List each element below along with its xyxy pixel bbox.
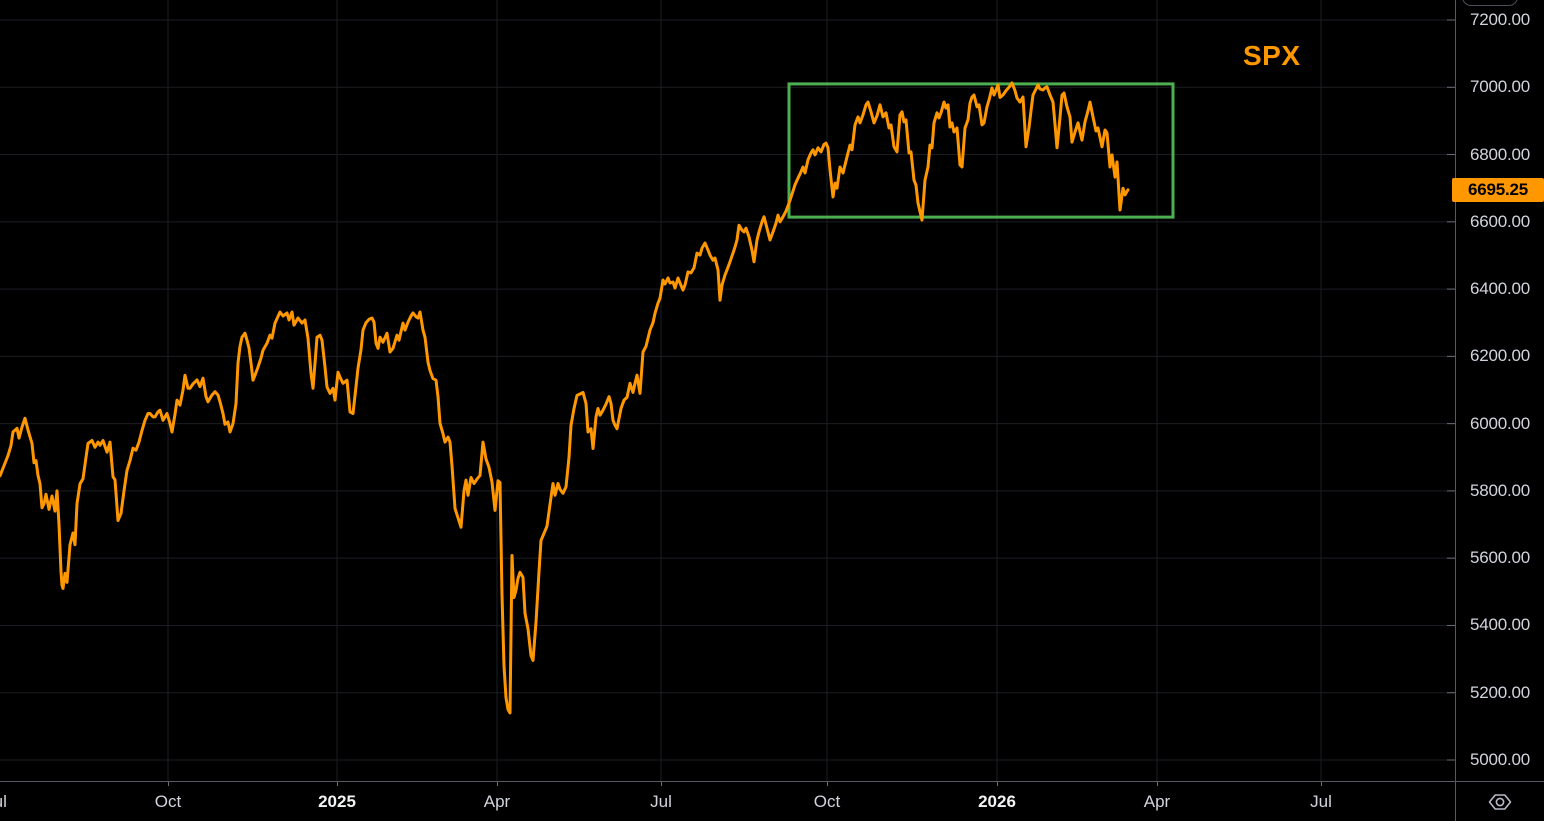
price-axis[interactable]: 6695.25 7200.00 7000.00 6800.00 6600.00 6400… [1452,0,1544,781]
price-axis-label: 5400.00 [1469,615,1531,635]
time-edge-tick [497,782,498,786]
price-axis-label: 5600.00 [1469,548,1531,568]
time-edge-tick [1321,782,1322,786]
eye-icon[interactable] [1488,792,1512,812]
time-edge-tick [168,782,169,786]
time-axis-label: 2025 [318,792,356,811]
time-axis-label: Jul [1310,792,1332,811]
price-axis-label: 6400.00 [1469,279,1531,299]
price-axis-label: 6000.00 [1469,413,1531,433]
time-axis-label: Jul [650,792,672,811]
chart-canvas [0,0,1455,781]
time-axis[interactable]: Jul Oct 2025 Apr Jul Oct 2026 Apr Jul [0,782,1455,821]
price-axis-label: 5800.00 [1469,480,1531,500]
price-axis-separator [1455,0,1456,821]
price-line-SPX[interactable] [0,81,1130,715]
time-axis-label: Oct [813,792,841,811]
time-axis-label: Apr [1143,792,1171,811]
time-edge-tick [1157,782,1158,786]
time-axis-label: Oct [154,792,182,811]
time-axis-label: 2026 [978,792,1016,811]
time-edge-tick [661,782,662,786]
price-axis-label: 6600.00 [1469,211,1531,231]
price-axis-label: 5000.00 [1469,750,1531,769]
time-axis-label: Jul [0,792,7,811]
time-axis-label: Apr [483,792,511,811]
price-axis-label: 7200.00 [1469,10,1531,29]
price-axis-label: 6800.00 [1469,144,1531,164]
price-axis-label: 5200.00 [1469,682,1531,702]
time-edge-tick [827,782,828,786]
axis-scroll-handle[interactable] [1462,0,1518,6]
time-axis-separator [0,781,1544,782]
annotation-rectangle[interactable] [787,82,1175,219]
axis-corner [1456,782,1544,821]
time-edge-tick [997,782,998,786]
price-axis-label: 7000.00 [1469,77,1531,97]
time-edge-tick [337,782,338,786]
symbol-watermark: SPX [1243,40,1301,71]
last-price-label: 6695.25 [1452,177,1544,202]
price-axis-label: 6200.00 [1469,346,1531,366]
chart-plot-area[interactable]: SPX [0,0,1455,781]
